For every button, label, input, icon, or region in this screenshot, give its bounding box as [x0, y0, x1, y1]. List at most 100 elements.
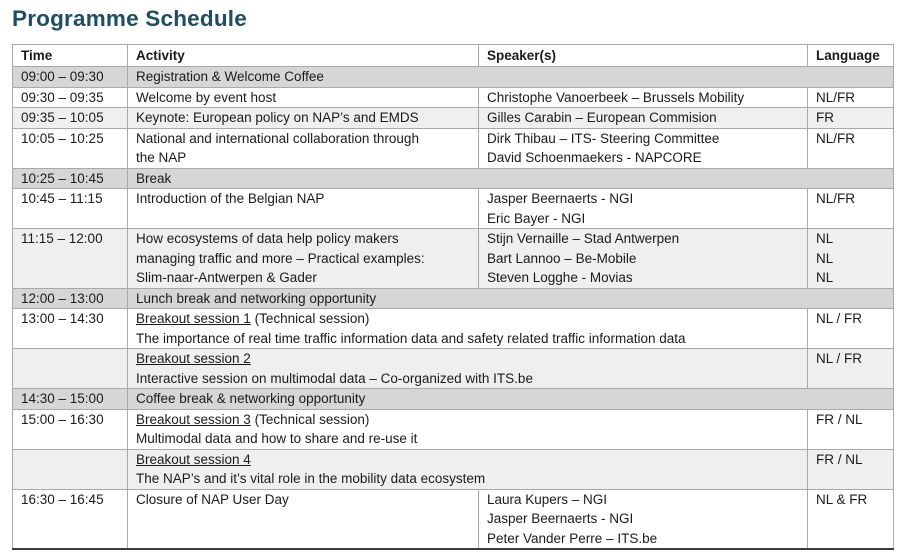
table-row: 16:30 – 16:45 Closure of NAP User Day Laur…: [12, 488, 894, 550]
activity-cell: Lunch break and networking opportunity: [127, 287, 894, 309]
language-line: NL: [816, 231, 834, 246]
language-cell: NL / FR: [807, 348, 894, 389]
breakout-description: The importance of real time traffic info…: [136, 330, 686, 346]
language-cell: NL & FR: [807, 488, 894, 550]
column-header: Speaker(s): [478, 44, 808, 67]
language-cell: NL/FR: [807, 86, 894, 108]
table-row: 12:00 – 13:00 Lunch break and networking …: [12, 287, 894, 309]
language-line: NL & FR: [816, 491, 868, 507]
header-row: Time Activity Speaker(s) Language: [12, 44, 894, 67]
speaker-line: Dirk Thibau – ITS- Steering Committee: [487, 130, 720, 146]
time-cell: 09:30 – 09:35: [12, 86, 128, 108]
time-cell: 10:05 – 10:25: [12, 127, 128, 169]
time-cell: 10:25 – 10:45: [12, 167, 128, 189]
activity-line: Closure of NAP User Day: [136, 491, 289, 507]
breakout-session-note: (Technical session): [250, 411, 370, 427]
activity-line: managing traffic and more – Practical ex…: [136, 250, 425, 266]
table-row: 15:00 – 16:30 Breakout session 3 (Technic…: [12, 408, 894, 450]
time-cell: 16:30 – 16:45: [12, 488, 128, 550]
language-cell: FR: [807, 107, 894, 129]
activity-line: National and international collaboration…: [136, 130, 419, 146]
table-row: 13:00 – 14:30 Breakout session 1 (Technic…: [12, 308, 894, 349]
speaker-line: Peter Vander Perre – ITS.be: [487, 530, 658, 546]
speaker-line: Bart Lannoo – Be-Mobile: [487, 250, 637, 266]
breakout-title-line: Breakout session 2: [136, 350, 799, 369]
activity-cell: Welcome by event host: [127, 86, 479, 108]
activity-cell: Closure of NAP User Day: [127, 488, 479, 550]
activity-line: Registration & Welcome Coffee: [136, 69, 324, 84]
programme-schedule-table: Time Activity Speaker(s) Language 09:00 – 0…: [12, 44, 894, 550]
table-row: 14:30 – 15:00 Coffee break & networking o…: [12, 388, 894, 410]
schedule-table-body: 09:00 – 09:30 Registration & Welcome Coff…: [12, 66, 894, 550]
speaker-line: Stijn Vernaille – Stad Antwerpen: [487, 231, 680, 246]
language-line: NL / FR: [816, 311, 863, 326]
time-cell: 11:15 – 12:00: [12, 228, 128, 289]
activity-line: How ecosystems of data help policy maker…: [136, 231, 399, 246]
breakout-session-title: Breakout session 3: [136, 411, 251, 427]
table-row: 11:15 – 12:00 How ecosystems of data help…: [12, 228, 894, 289]
time-cell: 13:00 – 14:30: [12, 308, 128, 349]
activity-line: Break: [136, 170, 172, 186]
time-cell: 15:00 – 16:30: [12, 408, 128, 450]
time-cell: 10:45 – 11:15: [12, 188, 128, 229]
column-header: Language: [807, 44, 894, 67]
table-row: 10:05 – 10:25 National and international …: [12, 127, 894, 169]
time-cell: 14:30 – 15:00: [12, 388, 128, 410]
activity-cell: Breakout session 2 Interactive session on…: [127, 348, 808, 389]
activity-cell: Coffee break & networking opportunity: [127, 388, 894, 410]
language-cell: NL/FR: [807, 188, 894, 229]
table-row: 10:45 – 11:15 Introduction of the Belgian…: [12, 188, 894, 229]
breakout-description: Multimodal data and how to share and re-…: [136, 431, 418, 446]
breakout-session-title: Breakout session 4: [136, 451, 251, 467]
speaker-line: Eric Bayer - NGI: [487, 210, 586, 226]
speaker-line: Steven Logghe - Movias: [487, 270, 633, 285]
speaker-line: Christophe Vanoerbeek – Brussels Mobilit…: [487, 89, 745, 105]
time-cell: 09:35 – 10:05: [12, 107, 128, 129]
language-line: FR / NL: [816, 411, 863, 427]
language-line: NL: [816, 250, 834, 266]
language-line: NL: [816, 270, 834, 285]
activity-cell: Breakout session 3 (Technical session) Mu…: [127, 408, 808, 450]
activity-line: Keynote: European policy on NAP’s and EM…: [136, 110, 419, 125]
page-title: Programme Schedule: [12, 6, 247, 31]
activity-line: Welcome by event host: [136, 89, 277, 105]
speaker-line: Laura Kupers – NGI: [487, 491, 608, 507]
activity-cell: Keynote: European policy on NAP’s and EM…: [127, 107, 479, 129]
table-row: Breakout session 4 The NAP’s and it’s vit…: [12, 448, 894, 490]
activity-line: Coffee break & networking opportunity: [136, 391, 366, 406]
activity-cell: Breakout session 4 The NAP’s and it’s vit…: [127, 448, 808, 490]
speakers-cell: Stijn Vernaille – Stad Antwerpen Bart Lan…: [478, 228, 808, 289]
table-row: 09:30 – 09:35 Welcome by event host Christ…: [12, 86, 894, 108]
time-cell: 12:00 – 13:00: [12, 287, 128, 309]
breakout-description: The NAP’s and it’s vital role in the mob…: [136, 471, 486, 486]
language-line: NL/FR: [816, 89, 856, 105]
activity-line: the NAP: [136, 150, 187, 165]
table-row: 09:35 – 10:05 Keynote: European policy on…: [12, 107, 894, 129]
table-header: Time Activity Speaker(s) Language: [12, 44, 894, 67]
column-header: Time: [12, 44, 128, 67]
activity-cell: Breakout session 1 (Technical session) Th…: [127, 308, 808, 349]
activity-cell: Break: [127, 167, 894, 189]
breakout-session-note: (Technical session): [250, 311, 370, 326]
breakout-title-line: Breakout session 4: [136, 450, 799, 469]
language-cell: NL NL NL: [807, 228, 894, 289]
speaker-line: Jasper Beernaerts - NGI: [487, 511, 634, 526]
language-cell: NL/FR: [807, 127, 894, 169]
activity-cell: National and international collaboration…: [127, 127, 479, 169]
speakers-cell: Christophe Vanoerbeek – Brussels Mobilit…: [478, 86, 808, 108]
breakout-title-line: Breakout session 1 (Technical session): [136, 310, 799, 329]
speakers-cell: Gilles Carabin – European Commision: [478, 107, 808, 129]
speakers-cell: Dirk Thibau – ITS- Steering Committee Dav…: [478, 127, 808, 169]
activity-cell: How ecosystems of data help policy maker…: [127, 228, 479, 289]
speakers-cell: Jasper Beernaerts - NGI Eric Bayer - NGI: [478, 188, 808, 229]
activity-cell: Registration & Welcome Coffee: [127, 66, 894, 88]
time-cell: [12, 348, 128, 389]
breakout-session-title: Breakout session 2: [136, 351, 251, 366]
activity-cell: Introduction of the Belgian NAP: [127, 188, 479, 229]
breakout-description: Interactive session on multimodal data –…: [136, 370, 533, 386]
breakout-title-line: Breakout session 3 (Technical session): [136, 410, 799, 429]
time-cell: [12, 448, 128, 490]
table-row: Breakout session 2 Interactive session on…: [12, 348, 894, 389]
speakers-cell: Laura Kupers – NGI Jasper Beernaerts - NG…: [478, 488, 808, 550]
